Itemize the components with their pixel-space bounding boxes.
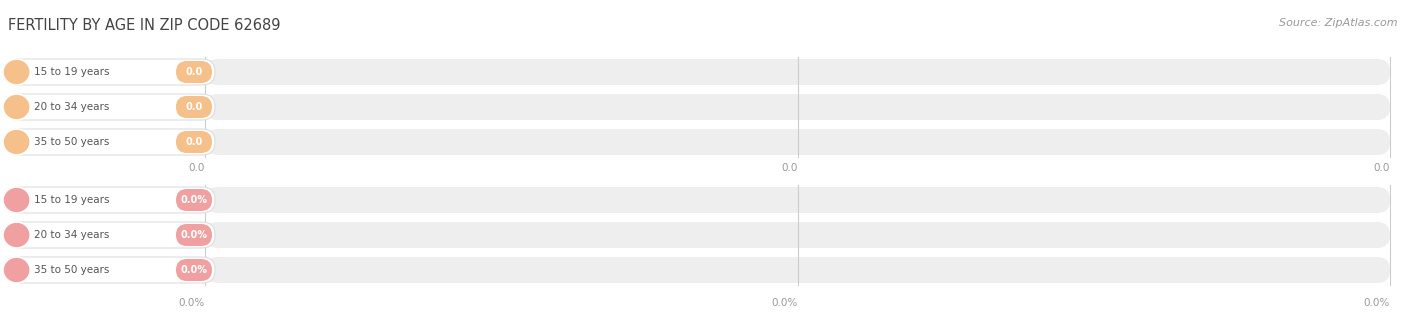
- Text: 0.0%: 0.0%: [180, 265, 208, 275]
- FancyBboxPatch shape: [6, 187, 215, 213]
- Text: 0.0%: 0.0%: [1364, 298, 1391, 308]
- FancyBboxPatch shape: [6, 257, 215, 283]
- Text: 35 to 50 years: 35 to 50 years: [34, 137, 110, 147]
- Ellipse shape: [3, 94, 31, 120]
- Text: 0.0: 0.0: [782, 163, 797, 173]
- Ellipse shape: [3, 59, 31, 85]
- FancyBboxPatch shape: [6, 222, 215, 248]
- Text: 0.0: 0.0: [188, 163, 205, 173]
- Text: 20 to 34 years: 20 to 34 years: [34, 230, 110, 240]
- Text: FERTILITY BY AGE IN ZIP CODE 62689: FERTILITY BY AGE IN ZIP CODE 62689: [8, 18, 281, 33]
- Text: 0.0%: 0.0%: [772, 298, 797, 308]
- Text: 0.0%: 0.0%: [179, 298, 205, 308]
- FancyBboxPatch shape: [205, 187, 1391, 213]
- Ellipse shape: [3, 129, 31, 155]
- Text: 35 to 50 years: 35 to 50 years: [34, 265, 110, 275]
- FancyBboxPatch shape: [176, 61, 212, 83]
- Text: Source: ZipAtlas.com: Source: ZipAtlas.com: [1279, 18, 1398, 28]
- Ellipse shape: [3, 222, 31, 248]
- Text: 0.0: 0.0: [186, 67, 202, 77]
- Text: 0.0%: 0.0%: [180, 230, 208, 240]
- FancyBboxPatch shape: [176, 259, 212, 281]
- Text: 15 to 19 years: 15 to 19 years: [34, 195, 110, 205]
- FancyBboxPatch shape: [6, 94, 215, 120]
- FancyBboxPatch shape: [205, 222, 1391, 248]
- Text: 0.0: 0.0: [186, 102, 202, 112]
- Ellipse shape: [3, 187, 31, 213]
- FancyBboxPatch shape: [176, 131, 212, 153]
- FancyBboxPatch shape: [205, 257, 1391, 283]
- FancyBboxPatch shape: [176, 224, 212, 246]
- FancyBboxPatch shape: [6, 129, 215, 155]
- FancyBboxPatch shape: [205, 94, 1391, 120]
- FancyBboxPatch shape: [6, 59, 215, 85]
- Text: 0.0: 0.0: [1374, 163, 1391, 173]
- Text: 15 to 19 years: 15 to 19 years: [34, 67, 110, 77]
- Text: 0.0: 0.0: [186, 137, 202, 147]
- FancyBboxPatch shape: [176, 189, 212, 211]
- FancyBboxPatch shape: [205, 59, 1391, 85]
- Ellipse shape: [3, 257, 31, 283]
- Text: 0.0%: 0.0%: [180, 195, 208, 205]
- FancyBboxPatch shape: [176, 96, 212, 118]
- Text: 20 to 34 years: 20 to 34 years: [34, 102, 110, 112]
- FancyBboxPatch shape: [205, 129, 1391, 155]
